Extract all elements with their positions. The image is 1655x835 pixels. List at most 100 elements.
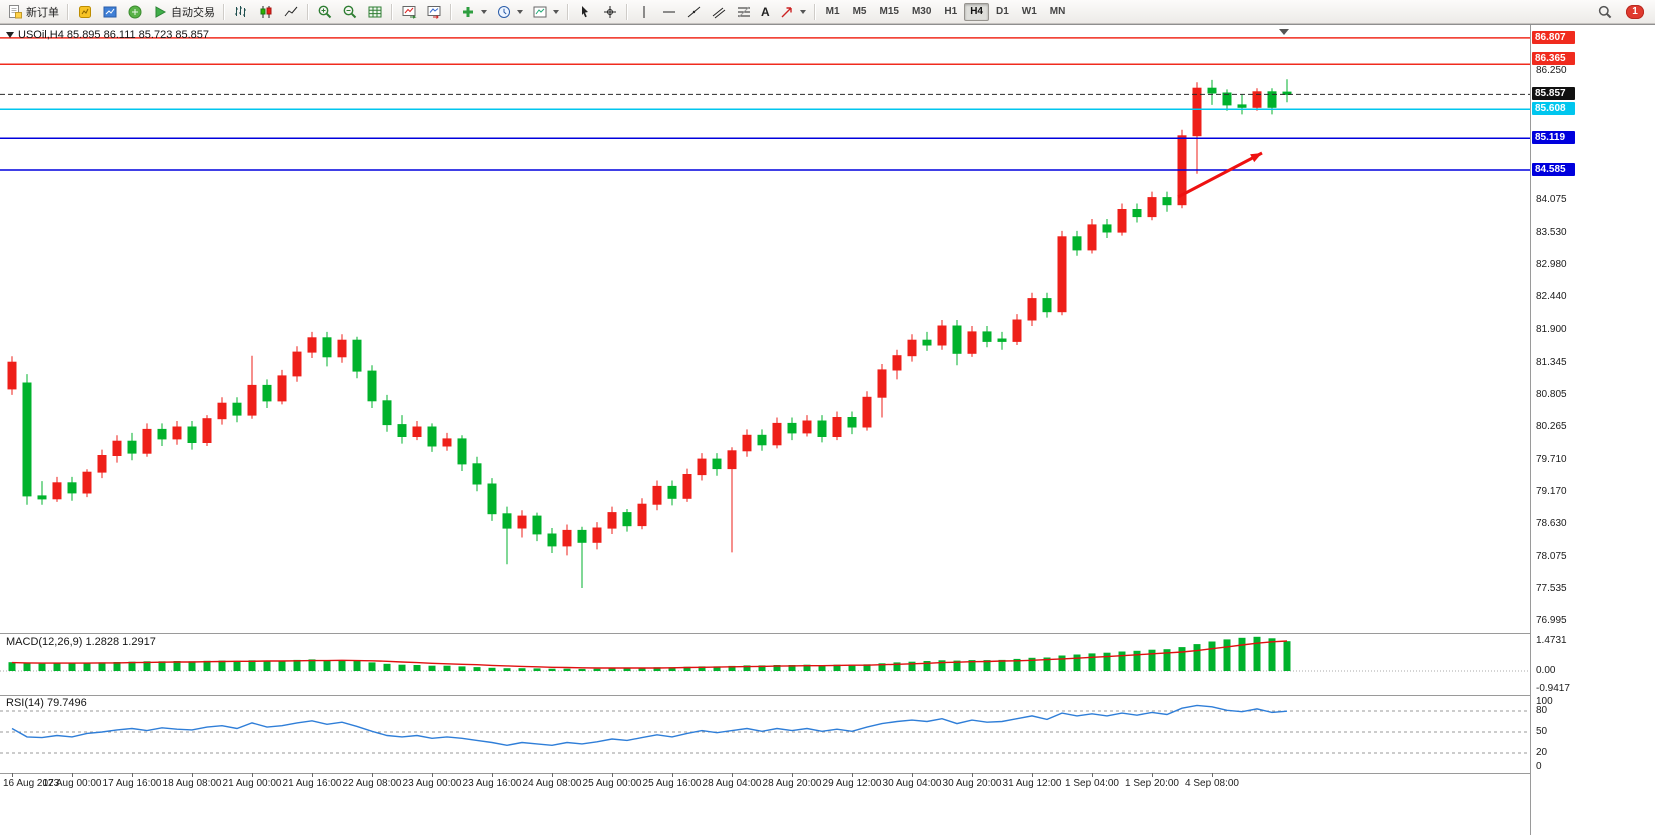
crosshair-button[interactable] xyxy=(598,2,622,22)
time-axis-label: 23 Aug 00:00 xyxy=(402,778,462,789)
new-order-label: 新订单 xyxy=(26,6,59,19)
candlestick-chart-button[interactable] xyxy=(254,2,278,22)
time-axis-label: 21 Aug 00:00 xyxy=(222,778,282,789)
time-axis-label: 16 Aug 2023 xyxy=(3,778,60,789)
candles xyxy=(7,79,1292,588)
vertical-line-button[interactable] xyxy=(632,2,656,22)
price-scale-label: 80.805 xyxy=(1536,388,1567,400)
cursor-button[interactable] xyxy=(573,2,597,22)
time-axis-label: 22 Aug 08:00 xyxy=(342,778,402,789)
search-icon xyxy=(1598,5,1612,18)
arrows-button[interactable] xyxy=(775,2,810,22)
dropdown-caret-icon xyxy=(481,9,487,14)
chart-shift-icon xyxy=(427,5,441,19)
price-axis[interactable]: 86.250 84.075 83.530 82.980 82.440 81.900 81.3… xyxy=(1530,25,1655,835)
price-scale-label: 83.530 xyxy=(1536,226,1567,238)
macd-label: MACD(12,26,9) 1.2828 1.2917 xyxy=(6,636,156,648)
time-axis-label: 31 Aug 12:00 xyxy=(1002,778,1062,789)
bar-chart-button[interactable] xyxy=(229,2,253,22)
time-axis-label: 17 Aug 16:00 xyxy=(102,778,162,789)
zoom-in-button[interactable] xyxy=(313,2,337,22)
chart-shift-button[interactable] xyxy=(422,2,446,22)
price-scale-label: 78.075 xyxy=(1536,550,1567,562)
templates-button[interactable] xyxy=(528,2,563,22)
time-axis-label: 17 Aug 00:00 xyxy=(42,778,102,789)
search-button[interactable] xyxy=(1593,2,1617,22)
vertical-line-icon xyxy=(643,5,645,18)
timeframe-button-h4[interactable]: H4 xyxy=(964,2,989,21)
timeframe-button-h1[interactable]: H1 xyxy=(938,3,963,21)
auto-scroll-button[interactable] xyxy=(363,2,387,22)
line-chart-button[interactable] xyxy=(279,2,303,22)
timeframe-button-mn[interactable]: MN xyxy=(1044,3,1072,21)
macd-scale-label: 1.4731 xyxy=(1536,635,1567,646)
time-axis-label: 25 Aug 16:00 xyxy=(642,778,702,789)
price-scale-label: 80.265 xyxy=(1536,420,1567,432)
auto-trading-button[interactable]: 自动交易 xyxy=(148,2,219,22)
charts-button[interactable] xyxy=(98,2,122,22)
symbol-dropdown-icon[interactable] xyxy=(6,32,14,39)
toolbar-right-group: 1 xyxy=(1593,2,1652,22)
time-tick xyxy=(972,773,973,777)
timeframe-group: M1 M5 M15 M30 H1 H4 D1 W1 MN xyxy=(820,2,1072,21)
timeframe-button-m30[interactable]: M30 xyxy=(906,3,937,21)
rsi-scale-label: 100 xyxy=(1536,696,1553,707)
zoom-out-icon xyxy=(343,5,357,18)
symbol-ohlc-label: USOil,H4 85.895 86.111 85.723 85.857 xyxy=(6,29,209,41)
time-axis-label: 18 Aug 08:00 xyxy=(162,778,222,789)
toolbar-separator xyxy=(391,3,393,20)
notification-count-badge: 1 xyxy=(1626,4,1644,19)
dropdown-caret-icon xyxy=(799,9,806,14)
channel-button[interactable] xyxy=(707,2,731,22)
symbol-ohlc-text: USOil,H4 85.895 86.111 85.723 85.857 xyxy=(18,29,210,41)
time-tick xyxy=(612,773,613,777)
timeframe-button-m5[interactable]: M5 xyxy=(847,3,873,21)
timeframe-button-d1[interactable]: D1 xyxy=(990,3,1015,21)
text-tool-icon: A xyxy=(761,4,770,19)
periods-button[interactable] xyxy=(492,2,527,22)
price-scale-label: 79.710 xyxy=(1536,453,1567,465)
chart-window-icon xyxy=(402,5,417,19)
time-tick xyxy=(1212,773,1213,777)
price-level-lines[interactable] xyxy=(0,37,1530,171)
time-axis-label: 30 Aug 20:00 xyxy=(942,778,1002,789)
macd-scale-label: -0.9417 xyxy=(1536,683,1570,694)
rsi-panel[interactable] xyxy=(0,695,1530,773)
time-axis-label: 29 Aug 12:00 xyxy=(822,778,882,789)
macd-scale-label: 0.00 xyxy=(1536,665,1556,676)
horizontal-line-icon xyxy=(663,11,675,12)
fibonacci-button[interactable] xyxy=(732,2,756,22)
trendline-button[interactable] xyxy=(682,2,706,22)
chart-shift-marker[interactable] xyxy=(1279,29,1289,35)
arrow-object-icon xyxy=(781,6,792,17)
indicators-button[interactable] xyxy=(456,2,491,22)
time-tick xyxy=(1092,773,1093,777)
time-axis-label: 4 Sep 08:00 xyxy=(1185,778,1239,789)
time-axis-label: 1 Sep 20:00 xyxy=(1125,778,1179,789)
panel-divider[interactable] xyxy=(0,695,1655,696)
new-chart-window-button[interactable] xyxy=(397,2,421,22)
toolbar: 新订单 自动交易 xyxy=(0,0,1655,24)
time-tick xyxy=(72,773,73,777)
main-price-chart[interactable] xyxy=(0,25,1530,633)
text-button[interactable]: A xyxy=(757,2,774,22)
trend-arrow-annotation[interactable] xyxy=(1177,151,1263,199)
macd-panel[interactable] xyxy=(0,633,1530,695)
horizontal-line-button[interactable] xyxy=(657,2,681,22)
crosshair-icon xyxy=(604,5,616,18)
timeframe-button-m1[interactable]: M1 xyxy=(820,3,846,21)
time-tick xyxy=(852,773,853,777)
notifications-button[interactable]: 1 xyxy=(1622,2,1648,22)
data-window-button[interactable] xyxy=(123,2,147,22)
timeframe-button-m15[interactable]: M15 xyxy=(873,3,904,21)
new-order-button[interactable]: 新订单 xyxy=(3,2,63,22)
rsi-scale-label: 20 xyxy=(1536,747,1548,758)
market-watch-button[interactable] xyxy=(73,2,97,22)
toolbar-separator xyxy=(813,3,816,20)
time-tick xyxy=(792,773,793,777)
timeframe-button-w1[interactable]: W1 xyxy=(1016,3,1043,21)
clock-icon xyxy=(498,5,510,18)
chart-window: 86.250 84.075 83.530 82.980 82.440 81.900 81.3… xyxy=(0,24,1655,835)
zoom-out-button[interactable] xyxy=(338,2,362,22)
panel-divider[interactable] xyxy=(0,633,1655,634)
